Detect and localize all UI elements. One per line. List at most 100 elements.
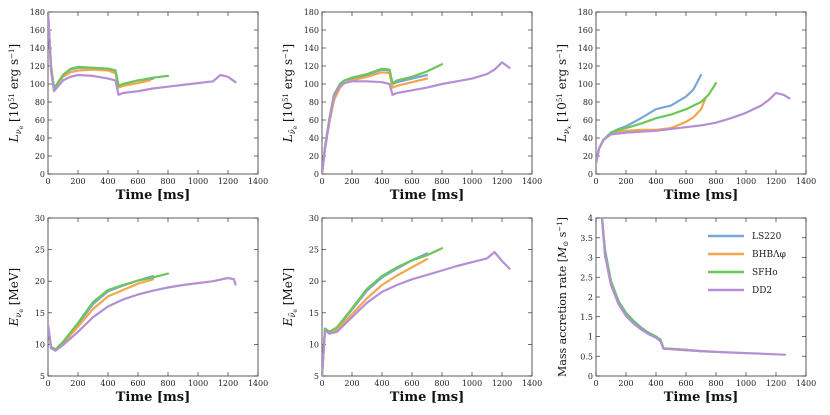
- x-tick-label: 400: [100, 177, 115, 186]
- x-tick-label: 1400: [796, 379, 816, 388]
- series-line-SFHo: [600, 218, 718, 353]
- x-tick-label: 1000: [462, 177, 482, 186]
- x-tick-label: 200: [344, 177, 359, 186]
- series-line-LS220: [600, 218, 703, 353]
- y-tick-label: 60: [309, 116, 319, 125]
- x-tick-label: 0: [593, 177, 598, 186]
- series-line-LS220: [322, 252, 429, 376]
- x-tick-label: 800: [160, 379, 175, 388]
- series-line-SFHo: [48, 272, 170, 351]
- y-tick-label: 120: [30, 62, 45, 71]
- panel-L_anue: 0 200 400 600 800 1000 1200 1400 0 20 40 60 80 100 120…: [281, 8, 542, 203]
- x-tick-label: 0: [319, 379, 324, 388]
- y-tick-label: 15: [35, 309, 45, 318]
- y-axis-label: Mass accretion rate [M⊙ s−1]: [556, 217, 570, 377]
- y-tick-label: 180: [304, 8, 319, 17]
- y-tick-label: 20: [583, 152, 593, 161]
- series-line-DD2: [322, 251, 511, 376]
- y-tick-label: 5: [40, 372, 45, 381]
- legend-label-DD2: DD2: [752, 286, 772, 296]
- x-tick-label: 1200: [492, 177, 512, 186]
- x-tick-label: 1000: [188, 379, 208, 388]
- panel-L_nux: 0 200 400 600 800 1000 1200 1400 0 20 40 60 80 100 120…: [555, 8, 816, 203]
- y-axis-label: Eν̄e [MeV]: [281, 268, 299, 327]
- legend-label-SFHo: SFHo: [752, 268, 778, 278]
- x-tick-label: 1400: [248, 379, 268, 388]
- plot-frame: [47, 11, 259, 175]
- y-tick-label: 180: [578, 8, 593, 17]
- panel-accretion: 0 200 400 600 800 1000 1200 1400 0 0.5 1 1.5 2 2.5 3 3.…: [556, 214, 816, 405]
- y-axis-label: Lν̄e [1051 erg s−1]: [281, 44, 299, 143]
- series-line-SFHo: [596, 82, 718, 165]
- x-tick-label: 800: [160, 177, 175, 186]
- y-tick-label: 80: [35, 98, 45, 107]
- x-axis-label: Time [ms]: [664, 390, 739, 405]
- x-axis-label: Time [ms]: [664, 188, 739, 203]
- x-tick-label: 600: [678, 379, 693, 388]
- x-tick-label: 1000: [736, 177, 756, 186]
- y-tick-label: 120: [304, 62, 319, 71]
- x-tick-label: 0: [593, 379, 598, 388]
- y-tick-label: 0: [40, 170, 45, 179]
- panel-E_nue: 0 200 400 600 800 1000 1200 1400 5 10 15 20 25 30 Time…: [7, 214, 268, 405]
- y-tick-label: 3.5: [580, 234, 593, 243]
- y-tick-label: 180: [30, 8, 45, 17]
- x-tick-label: 1200: [492, 379, 512, 388]
- x-tick-label: 200: [618, 379, 633, 388]
- y-tick-label: 80: [583, 98, 593, 107]
- y-tick-label: 40: [309, 134, 319, 143]
- x-tick-label: 1400: [522, 177, 542, 186]
- legend-label-LS220: LS220: [752, 232, 782, 242]
- y-tick-label: 100: [304, 80, 319, 89]
- series-line-DD2: [322, 61, 511, 174]
- series-line-LS220: [596, 73, 703, 165]
- x-tick-label: 200: [70, 379, 85, 388]
- y-tick-label: 140: [578, 44, 593, 53]
- y-tick-label: 20: [309, 152, 319, 161]
- x-axis-label: Time [ms]: [116, 390, 191, 405]
- y-tick-label: 80: [309, 98, 319, 107]
- series-line-BHBAphi: [600, 218, 703, 353]
- x-tick-label: 600: [130, 379, 145, 388]
- x-tick-label: 1200: [218, 379, 238, 388]
- y-tick-label: 60: [35, 116, 45, 125]
- legend: LS220 BHBΛφ SFHo DD2: [708, 232, 786, 296]
- y-tick-label: 30: [35, 214, 45, 223]
- series-line-SFHo: [48, 12, 170, 90]
- x-tick-label: 600: [404, 177, 419, 186]
- y-tick-label: 10: [309, 340, 319, 349]
- plot-frame: [321, 11, 533, 175]
- x-tick-label: 0: [319, 177, 324, 186]
- x-tick-label: 200: [618, 177, 633, 186]
- series-line-DD2: [600, 218, 787, 356]
- y-tick-label: 120: [578, 62, 593, 71]
- y-tick-label: 60: [583, 116, 593, 125]
- y-tick-label: 1: [588, 333, 593, 342]
- plot-frame: [47, 217, 259, 377]
- series-line-SFHo: [322, 63, 444, 174]
- y-tick-label: 5: [314, 372, 319, 381]
- y-tick-label: 30: [309, 214, 319, 223]
- y-tick-label: 2: [588, 293, 593, 302]
- x-axis-label: Time [ms]: [390, 390, 465, 405]
- x-tick-label: 1400: [522, 379, 542, 388]
- x-axis-label: Time [ms]: [116, 188, 191, 203]
- y-tick-label: 25: [35, 246, 45, 255]
- y-axis-label: Lνe [1051 erg s−1]: [7, 44, 25, 143]
- series-line-DD2: [48, 12, 237, 96]
- y-tick-label: 2.5: [580, 273, 593, 282]
- y-tick-label: 20: [35, 152, 45, 161]
- x-tick-label: 1000: [462, 379, 482, 388]
- panel-L_nue: 0 200 400 600 800 1000 1200 1400 0 20 40 60 80 100 120…: [7, 8, 268, 203]
- y-tick-label: 140: [30, 44, 45, 53]
- legend-label-BHBAphi: BHBΛφ: [752, 250, 786, 260]
- y-tick-label: 100: [30, 80, 45, 89]
- x-tick-label: 1200: [766, 177, 786, 186]
- x-tick-label: 400: [100, 379, 115, 388]
- y-tick-label: 100: [578, 80, 593, 89]
- y-tick-label: 10: [35, 340, 45, 349]
- y-tick-label: 20: [35, 277, 45, 286]
- series-line-BHBAphi: [322, 258, 429, 376]
- y-axis-label: Lνx [1051 erg s−1]: [555, 44, 573, 143]
